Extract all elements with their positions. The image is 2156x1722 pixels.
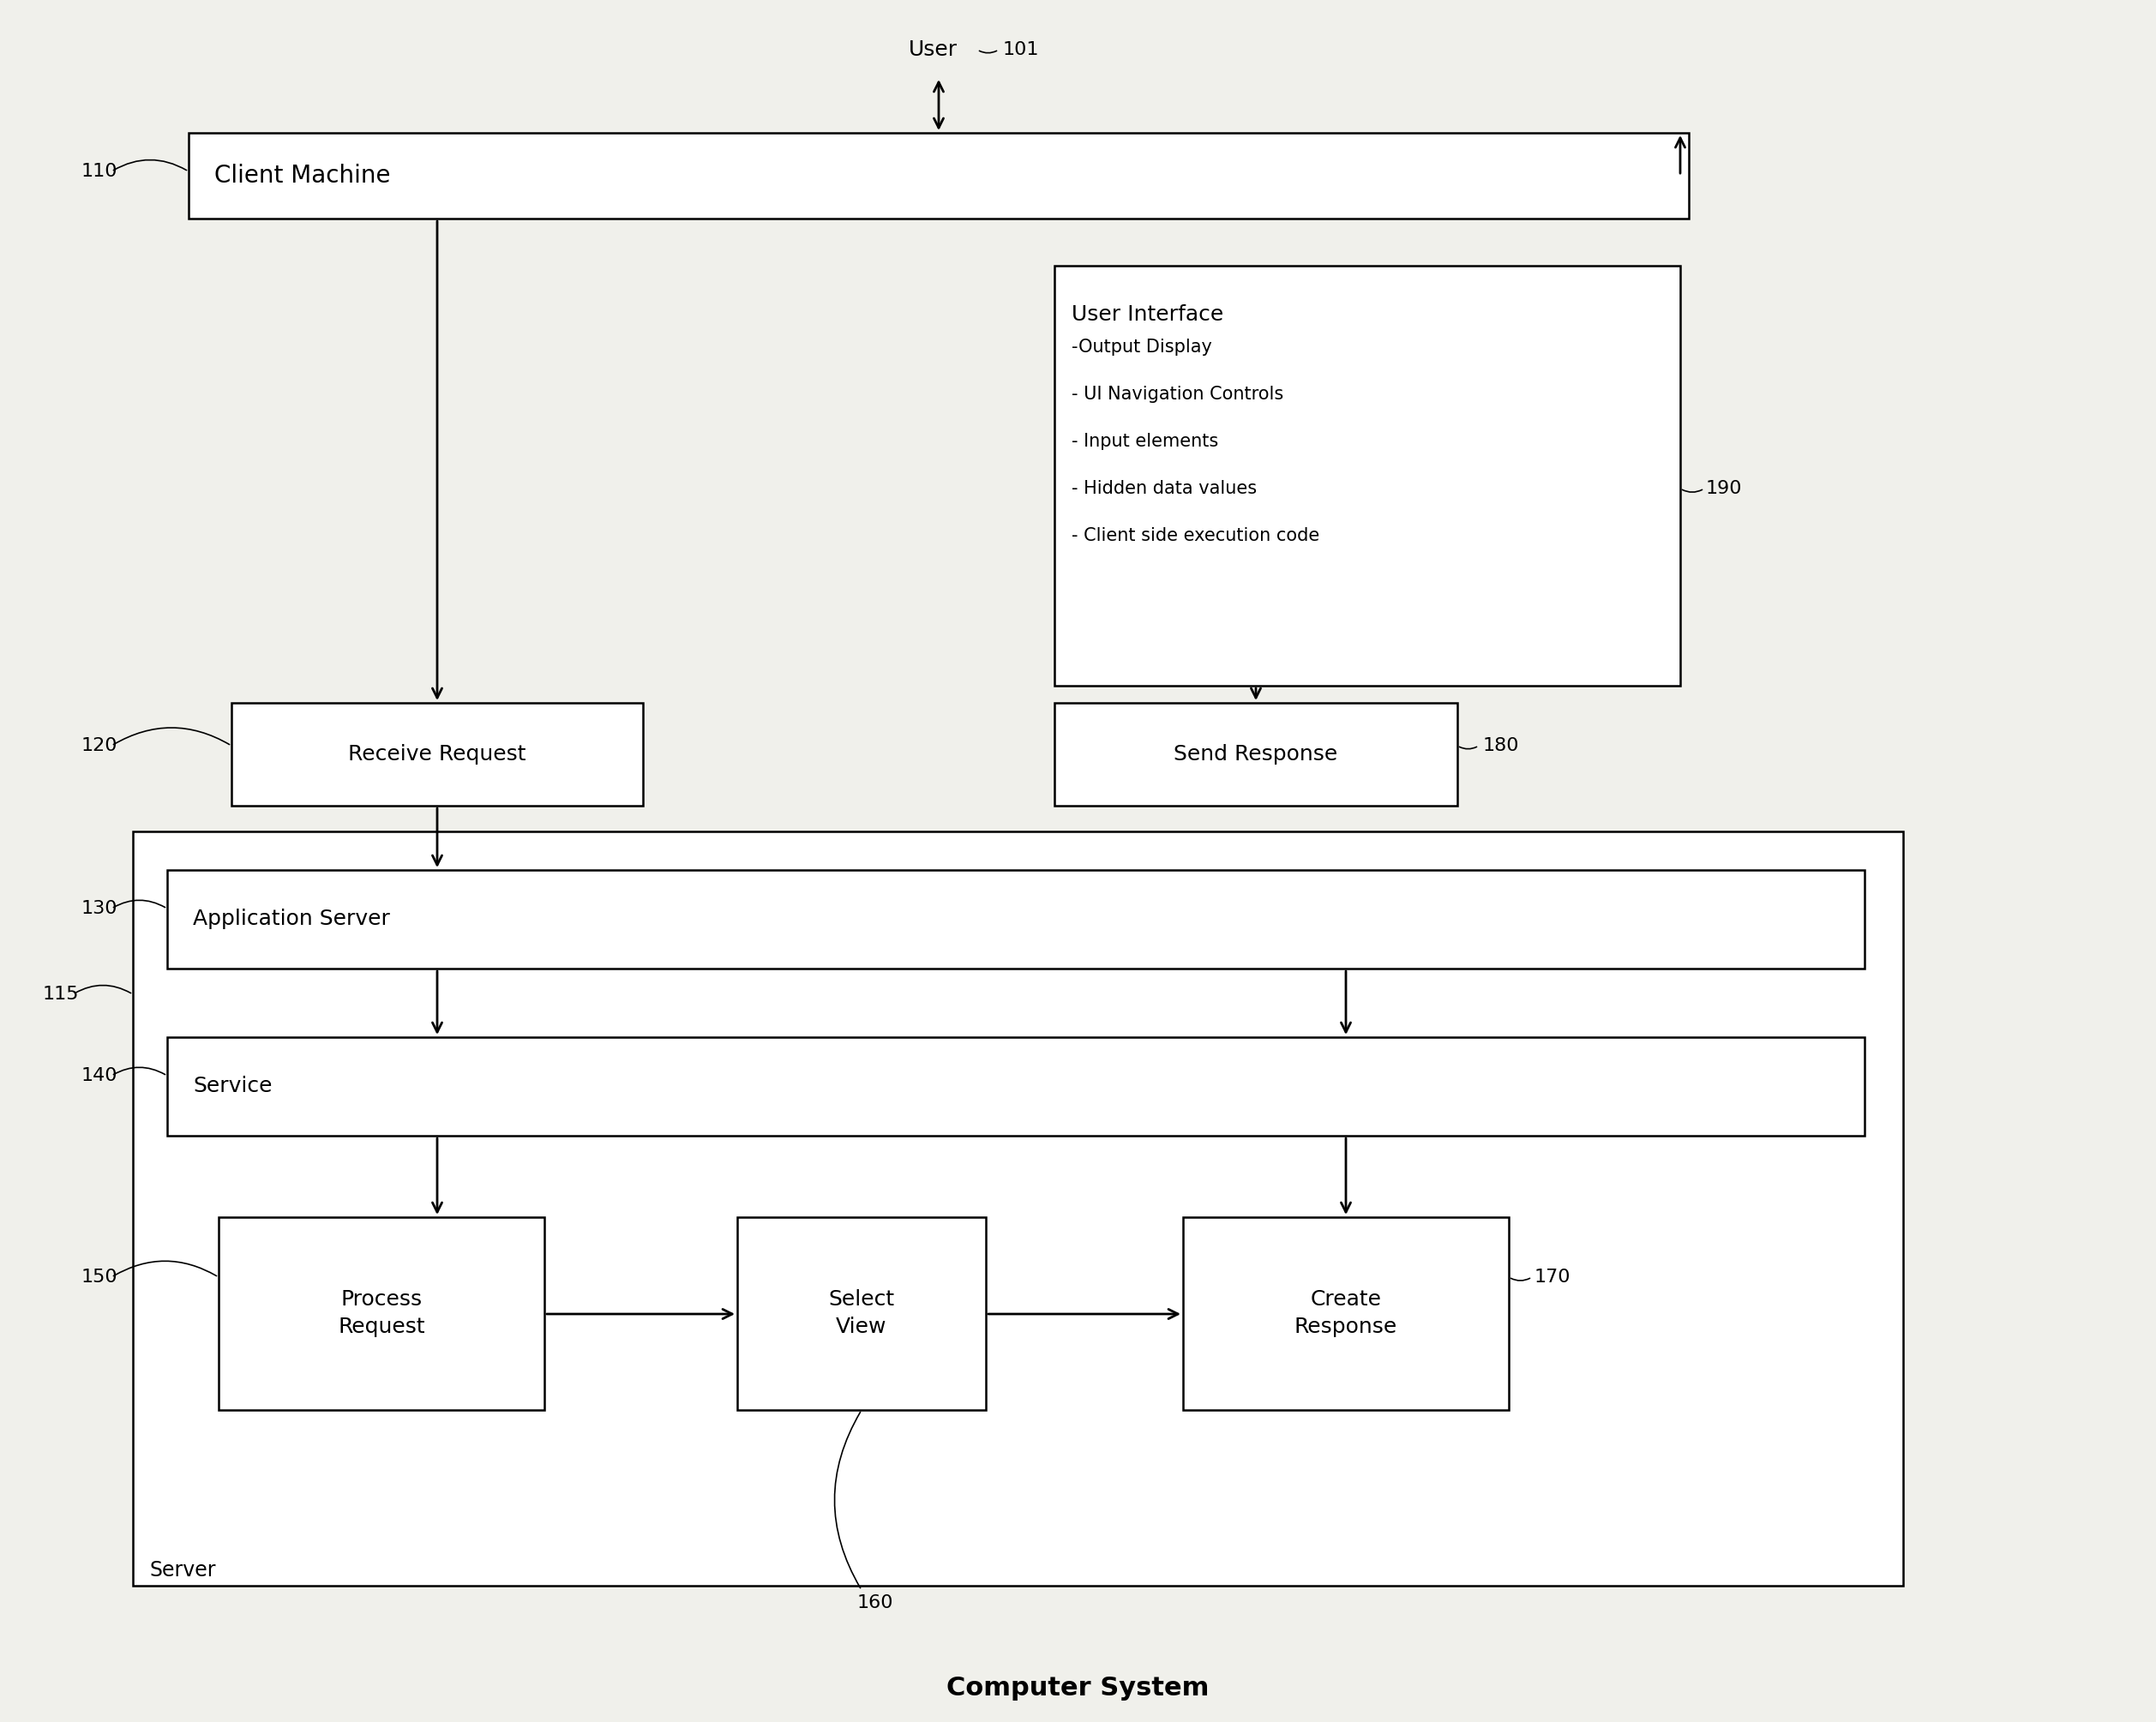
Text: Service: Service (192, 1076, 272, 1097)
Text: - Hidden data values: - Hidden data values (1072, 480, 1257, 498)
Text: 150: 150 (82, 1269, 119, 1286)
Text: Receive Request: Receive Request (349, 744, 526, 765)
Text: Server: Server (151, 1560, 216, 1581)
Text: Process
Request: Process Request (338, 1290, 425, 1336)
Text: Select
View: Select View (828, 1290, 895, 1336)
Text: Create
Response: Create Response (1294, 1290, 1397, 1336)
Bar (737, 1217, 985, 1410)
Text: 101: 101 (1003, 41, 1039, 59)
Bar (188, 133, 1688, 219)
Text: - Input elements: - Input elements (1072, 432, 1218, 449)
Text: 120: 120 (82, 737, 119, 754)
Bar (168, 870, 1865, 968)
Text: Application Server: Application Server (192, 909, 390, 930)
Text: 170: 170 (1535, 1269, 1572, 1286)
Text: User Interface: User Interface (1072, 305, 1222, 325)
Text: 130: 130 (82, 901, 119, 918)
Bar (1184, 1217, 1509, 1410)
Bar (134, 832, 1904, 1586)
Text: Send Response: Send Response (1173, 744, 1339, 765)
Text: 140: 140 (82, 1068, 119, 1085)
Text: - Client side execution code: - Client side execution code (1072, 527, 1319, 544)
Text: 115: 115 (43, 985, 80, 1002)
Bar (218, 1217, 543, 1410)
Text: Client Machine: Client Machine (213, 164, 390, 188)
Text: - UI Navigation Controls: - UI Navigation Controls (1072, 386, 1283, 403)
Text: 180: 180 (1483, 737, 1520, 754)
Text: 110: 110 (82, 164, 119, 181)
Bar (1054, 265, 1680, 685)
Bar (1054, 703, 1457, 806)
Bar (231, 703, 642, 806)
Text: 190: 190 (1705, 480, 1742, 498)
Text: Computer System: Computer System (946, 1676, 1210, 1701)
Text: User: User (908, 40, 957, 60)
Bar (168, 1037, 1865, 1137)
Text: 160: 160 (858, 1595, 895, 1612)
Text: -Output Display: -Output Display (1072, 339, 1212, 356)
